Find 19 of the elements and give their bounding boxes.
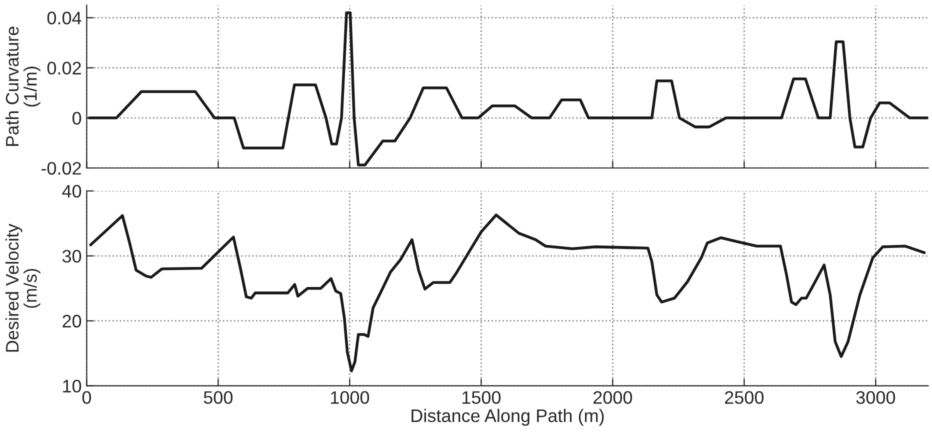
y-tick-label: 10 [63, 380, 82, 393]
y-tick-label: 30 [62, 250, 82, 263]
x-tick-label: 1000 [330, 391, 370, 404]
x-tick-label: 2000 [594, 391, 632, 404]
y-tick-label: 0.02 [47, 62, 81, 75]
x-tick-label: 1500 [462, 391, 501, 404]
y-tick-label: 0.04 [47, 12, 82, 24]
x-tick-label: 3000 [856, 391, 896, 404]
y-axis-title: Path Curvature (1/m) [5, 26, 40, 146]
x-tick-label: 500 [204, 391, 233, 404]
y-axis-title: Desired Velocity (m/s) [5, 224, 40, 352]
y-tick-label: 0 [72, 112, 82, 125]
x-axis-title: Distance Along Path (m) [412, 408, 604, 426]
x-tick-label: 0 [82, 391, 91, 404]
y-tick-label: -0.02 [41, 162, 81, 175]
x-tick-label: 2500 [725, 391, 764, 404]
y-tick-label: 20 [62, 314, 82, 328]
y-tick-label: 40 [62, 184, 82, 198]
line-series [89, 214, 926, 372]
